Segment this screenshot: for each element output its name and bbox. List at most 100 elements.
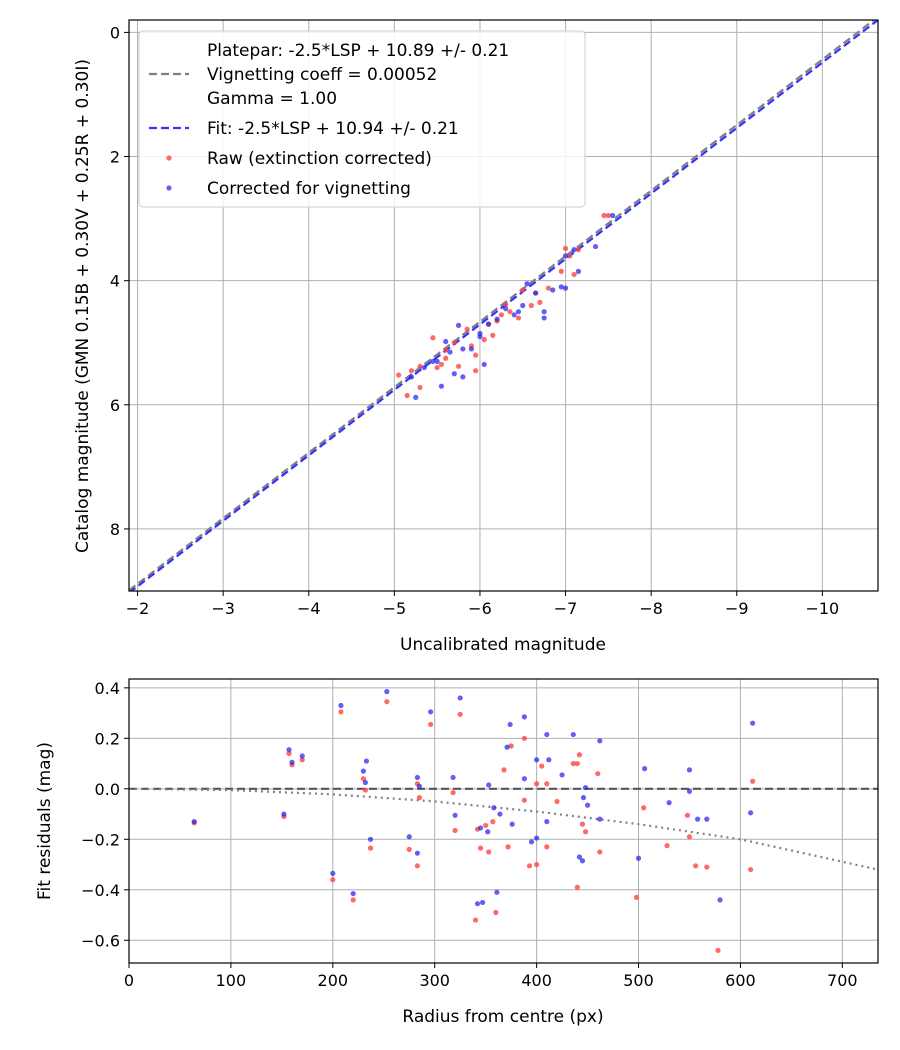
raw-data-point	[477, 845, 484, 851]
raw-data-point	[416, 795, 423, 801]
corrected-data-point	[579, 858, 586, 864]
corrected-data-point	[485, 829, 491, 835]
top-axes-frame	[128, 19, 879, 592]
corrected-data-point	[695, 816, 701, 822]
corrected-data-point	[748, 810, 754, 816]
corrected-data-point	[452, 812, 458, 818]
corrected-data-point	[480, 899, 486, 906]
raw-data-point	[545, 285, 552, 291]
raw-data-point	[473, 368, 479, 374]
raw-data-point	[558, 268, 564, 274]
corrected-data-point	[686, 767, 693, 773]
corrected-data-point	[486, 782, 492, 788]
corrected-data-point	[434, 358, 440, 364]
raw-data-point	[521, 797, 527, 803]
x-tick-label: −2	[126, 599, 150, 618]
top-x-ticks: −2 −3 −4 −5 −6 −7 −8 −9 −10	[126, 591, 839, 618]
x-tick-label: 200	[318, 971, 349, 990]
raw-data-point	[481, 337, 487, 343]
bottom-corrected-points	[191, 689, 756, 907]
corrected-data-point	[481, 361, 487, 368]
raw-data-point	[528, 302, 534, 309]
corrected-data-point	[576, 854, 583, 860]
corrected-data-point	[575, 268, 582, 274]
raw-data-point	[574, 760, 580, 767]
corrected-data-point	[494, 316, 500, 322]
top-y-axis-label: Catalog magnitude (GMN 0.15B + 0.30V + 0…	[73, 59, 93, 553]
corrected-data-point	[534, 757, 540, 763]
corrected-data-point	[428, 709, 434, 715]
raw-data-point	[396, 372, 402, 378]
fit-line	[129, 20, 878, 591]
bottom-x-ticks: 0 100 200 300 400 500 600 700	[124, 963, 858, 990]
corrected-data-point	[414, 850, 420, 856]
corrected-data-point	[521, 714, 527, 720]
raw-data-point	[664, 843, 670, 849]
corrected-data-point	[580, 795, 587, 801]
raw-data-point	[571, 271, 577, 278]
x-tick-label: 400	[521, 971, 552, 990]
corrected-data-point	[414, 774, 420, 781]
raw-data-point	[417, 384, 423, 391]
corrected-data-point	[534, 835, 540, 841]
corrected-data-point	[455, 322, 462, 328]
top-y-ticks: 0 2 4 6 8	[110, 23, 129, 539]
corrected-data-point	[504, 744, 510, 750]
corrected-data-point	[666, 800, 672, 806]
corrected-data-point	[558, 284, 564, 290]
top-chart: −2 −3 −4 −5 −6 −7 −8 −9 −10 0 2 4 6 8 Uncalibrated m…	[73, 19, 879, 655]
bottom-plot-area	[129, 679, 878, 963]
corrected-data-point	[408, 374, 415, 380]
corrected-data-point	[570, 731, 576, 738]
corrected-data-point	[597, 816, 603, 822]
corrected-data-point	[299, 753, 305, 759]
raw-data-point	[582, 829, 589, 835]
x-tick-label: −5	[383, 599, 407, 618]
x-tick-label: 0	[124, 971, 134, 990]
raw-data-point	[641, 805, 647, 811]
corrected-data-point	[451, 371, 457, 377]
raw-data-point	[443, 355, 449, 361]
raw-data-point	[434, 364, 440, 371]
x-tick-label: −4	[297, 599, 321, 618]
x-tick-label: 700	[827, 971, 858, 990]
raw-data-point	[362, 787, 369, 793]
raw-data-point	[601, 212, 607, 219]
corrected-data-point	[485, 321, 492, 327]
raw-data-point	[501, 767, 507, 773]
top-x-axis-label: Uncalibrated magnitude	[400, 635, 606, 655]
raw-data-point	[537, 299, 543, 305]
legend-raw-text: Raw (extinction corrected)	[207, 149, 432, 169]
corrected-data-point	[571, 247, 577, 253]
corrected-data-point	[191, 819, 197, 825]
corrected-data-point	[494, 889, 500, 895]
raw-data-point	[450, 790, 456, 796]
corrected-data-point	[520, 302, 526, 309]
bottom-reference-lines	[129, 787, 878, 871]
raw-data-point	[473, 352, 479, 358]
corrected-data-point	[544, 731, 550, 738]
legend-vignetting-text: Vignetting coeff = 0.00052	[207, 65, 437, 85]
raw-data-point	[498, 312, 504, 318]
raw-data-point	[443, 347, 449, 353]
corrected-data-point	[468, 346, 474, 352]
raw-data-point	[605, 212, 611, 219]
y-tick-label: −0.2	[81, 830, 120, 849]
corrected-data-point	[597, 738, 603, 744]
raw-data-point	[408, 368, 415, 374]
y-tick-label: 6	[110, 396, 120, 415]
corrected-data-point	[416, 783, 423, 789]
corrected-data-point	[497, 811, 503, 817]
raw-data-point	[299, 757, 305, 763]
corrected-data-point	[642, 766, 648, 772]
corrected-data-point	[413, 394, 419, 400]
corrected-data-point	[750, 720, 756, 726]
corrected-data-point	[528, 839, 535, 845]
raw-data-point	[464, 326, 470, 332]
raw-data-point	[570, 760, 576, 767]
raw-data-point	[451, 340, 457, 346]
raw-data-point	[486, 849, 492, 855]
raw-data-point	[750, 778, 756, 784]
legend-corrected-marker	[166, 185, 172, 191]
raw-data-point	[507, 309, 513, 315]
